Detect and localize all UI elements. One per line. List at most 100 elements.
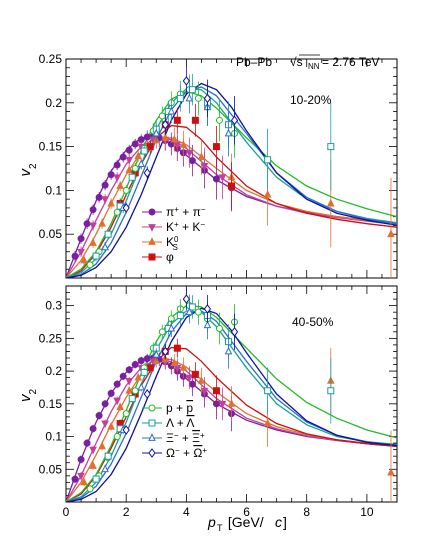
legend-marker-proton [148, 404, 156, 412]
centrality-label: 10-20% [290, 93, 332, 107]
point-kaon [218, 174, 227, 182]
point-pion [71, 252, 79, 260]
plot-area [66, 288, 397, 502]
point-pion [119, 372, 127, 380]
point-lambda [327, 143, 335, 151]
point-phi [212, 387, 220, 395]
point-xi [224, 346, 233, 355]
point-pion [143, 133, 151, 141]
point-k0s [80, 255, 88, 264]
energy-sub: NN [308, 62, 320, 71]
point-lambda [176, 311, 184, 319]
point-lambda [327, 387, 335, 395]
point-kaon [77, 248, 85, 257]
point-pion [107, 171, 115, 179]
point-lambda [140, 147, 148, 155]
point-kaon [125, 378, 133, 386]
point-pion [89, 206, 97, 214]
y-tick-label: 0.1 [45, 430, 62, 444]
point-k0s [98, 441, 106, 450]
legend-label-kaon: K+ + K− [166, 220, 205, 235]
legend: p + pΛ + ΛΞ− + Ξ+Ω− + Ω+ [142, 401, 207, 460]
point-k0s [326, 198, 335, 207]
centrality-label: 40-50% [292, 315, 334, 329]
point-pion [101, 181, 109, 189]
point-kaon [200, 162, 209, 171]
point-pion [77, 235, 85, 243]
point-proton [215, 116, 223, 124]
x-tick-label: 8 [303, 505, 310, 519]
point-kaon [89, 446, 97, 455]
point-k0s [161, 133, 170, 141]
point-xi [224, 128, 233, 137]
point-kaon [77, 472, 85, 481]
x-label-unit-c: c [275, 514, 282, 530]
point-xi [101, 242, 109, 251]
legend-marker-lambda [148, 419, 156, 427]
point-lambda [264, 156, 272, 164]
point-pion [113, 380, 121, 388]
point-proton [122, 186, 130, 194]
legend-marker-kaon [148, 224, 156, 232]
point-lambda [264, 387, 272, 395]
point-k0s [89, 238, 97, 246]
point-k0s [116, 402, 124, 410]
panel-bottom: 0 2 4 6 8 10 0.05 0.1 0.15 0.2 0.25 0.3 v2 40-50% p + … [17, 285, 398, 519]
point-kaon [125, 156, 133, 165]
legend-marker-phi [148, 253, 156, 261]
point-omega [203, 93, 212, 104]
point-kaon [89, 222, 97, 231]
point-omega [203, 304, 212, 314]
x-tick-label: 10 [360, 505, 374, 519]
legend-label-proton: p + p [166, 401, 193, 415]
x-label-unit-pre: [GeV/ [224, 514, 264, 530]
x-tick-label: 6 [243, 505, 250, 519]
point-kaon [218, 400, 227, 409]
point-pion [137, 357, 145, 365]
point-pion [83, 220, 91, 228]
x-tick-label: 0 [63, 505, 70, 519]
legend-marker-pion [148, 208, 156, 216]
point-proton [86, 261, 94, 269]
point-pion [95, 193, 103, 201]
point-lambda [128, 173, 136, 181]
legend-marker-xi [148, 433, 156, 441]
point-k0s [170, 134, 179, 143]
point-proton [122, 410, 130, 418]
legend-label-xi: Ξ− + Ξ+ [166, 431, 205, 446]
y-tick-label: 0.2 [45, 364, 62, 378]
x-label-p: p [207, 514, 216, 530]
y-axis-label: v2 [17, 389, 39, 403]
point-k0s [89, 461, 97, 469]
point-k0s [98, 218, 106, 227]
point-omega [182, 76, 190, 86]
point-xi [152, 350, 161, 358]
point-lambda [128, 395, 136, 403]
point-k0s [197, 152, 206, 161]
point-pion [188, 157, 196, 165]
y-tick-label: 0.25 [39, 52, 63, 66]
point-pion [107, 389, 115, 397]
point-pion [113, 161, 121, 169]
point-lambda [104, 230, 112, 238]
point-proton [113, 208, 121, 216]
point-xi [101, 464, 109, 473]
point-k0s [197, 376, 206, 384]
y-tick-label: 0.15 [39, 140, 63, 154]
point-pion [125, 366, 133, 374]
point-xi [167, 106, 176, 115]
plot-area [66, 66, 397, 278]
point-lambda [176, 94, 184, 102]
point-pion [77, 455, 85, 463]
point-omega [143, 389, 151, 399]
point-k0s [179, 363, 188, 371]
point-lambda [104, 452, 112, 460]
x-axis-label: p T [GeV/ c ] [207, 514, 287, 533]
y-tick-label: 0.25 [39, 331, 63, 345]
legend-marker-omega [148, 448, 156, 458]
point-k0s [107, 422, 115, 430]
point-kaon [113, 174, 121, 182]
fit-curve-k0s [66, 137, 397, 278]
point-xi [167, 323, 176, 332]
